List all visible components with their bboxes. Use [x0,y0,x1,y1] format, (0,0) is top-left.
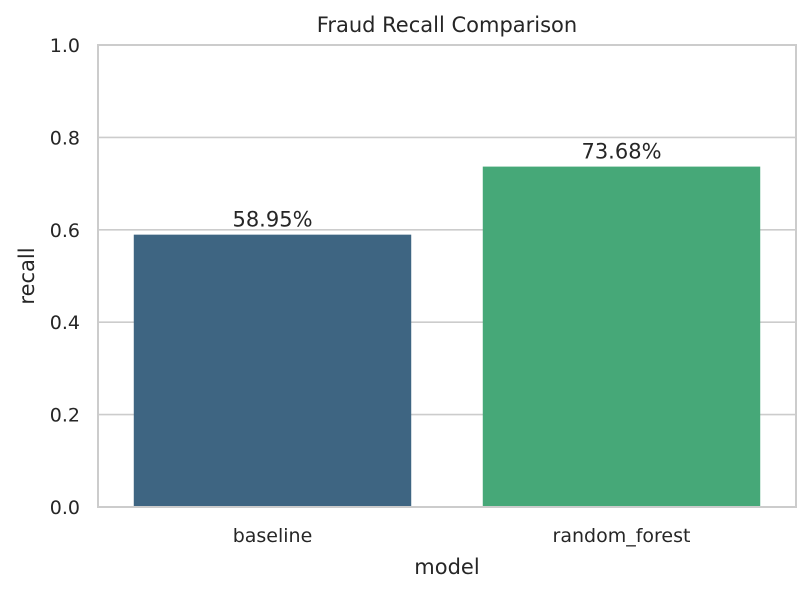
plot-frame [97,44,797,508]
y-tick-label: 0.2 [50,405,80,427]
tick-labels: 0.0 0.2 0.4 0.6 0.8 1.0 baseline random_forest [50,35,691,547]
data-label: 73.68% [581,140,661,164]
y-tick-label: 0.0 [50,497,80,519]
bars [133,166,761,508]
y-tick-label: 0.8 [50,127,80,149]
x-tick-label: baseline [233,525,313,547]
data-labels: 58.95% 73.68% [232,140,661,232]
bar-baseline [133,234,412,507]
y-axis-label: recall [15,247,39,304]
y-tick-label: 0.4 [50,312,80,334]
y-tick-label: 0.6 [50,220,80,242]
x-tick-label: random_forest [553,525,691,547]
bar-random-forest [482,166,761,508]
chart-title: Fraud Recall Comparison [317,13,577,37]
y-tick-label: 1.0 [50,35,80,57]
data-label: 58.95% [232,208,312,232]
axes-frame [97,44,797,508]
x-axis-label: model [414,555,479,579]
